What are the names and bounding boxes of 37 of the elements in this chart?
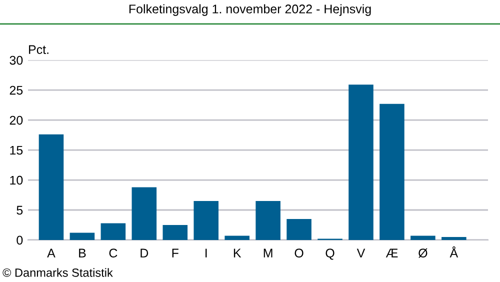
bar xyxy=(380,104,404,240)
x-tick-label: Ø xyxy=(418,248,428,258)
x-tick-label: C xyxy=(109,248,118,258)
chart-title: Folketingsvalg 1. november 2022 - Hejnsvig xyxy=(129,4,371,16)
x-tick-label: Q xyxy=(326,248,334,260)
x-tick-label: Æ xyxy=(386,248,398,258)
x-tick-label: B xyxy=(79,248,86,258)
bar xyxy=(132,187,157,240)
x-tick-label: Å xyxy=(450,246,458,258)
bar xyxy=(70,232,95,240)
bar xyxy=(286,218,312,240)
y-tick-label: 0 xyxy=(16,236,23,245)
bar xyxy=(162,224,188,240)
y-tick-label: 30 xyxy=(10,56,23,65)
bar xyxy=(38,134,64,240)
x-tick-label: A xyxy=(47,248,56,258)
bar xyxy=(194,201,219,240)
bar xyxy=(224,236,250,240)
x-tick-label: O xyxy=(294,248,304,258)
bar xyxy=(100,223,126,240)
x-tick-label: I xyxy=(206,248,207,258)
y-tick-label: 5 xyxy=(16,206,23,215)
x-tick-label: D xyxy=(140,248,148,258)
text: © Danmarks Statistik xyxy=(2,268,113,277)
y-tick-label: 10 xyxy=(10,176,23,185)
x-tick-label: K xyxy=(234,248,242,258)
x-tick-label: F xyxy=(172,248,178,258)
y-tick-label: 25 xyxy=(10,86,23,95)
x-tick-label: M xyxy=(264,248,272,258)
y-axis-title: Pct. xyxy=(29,45,48,54)
x-tick-label: V xyxy=(356,248,366,258)
bar xyxy=(256,201,280,240)
bar xyxy=(442,236,466,240)
y-tick-label: 15 xyxy=(10,146,23,155)
y-tick-label: 20 xyxy=(10,116,23,125)
bar xyxy=(410,236,436,240)
bar xyxy=(348,84,374,240)
